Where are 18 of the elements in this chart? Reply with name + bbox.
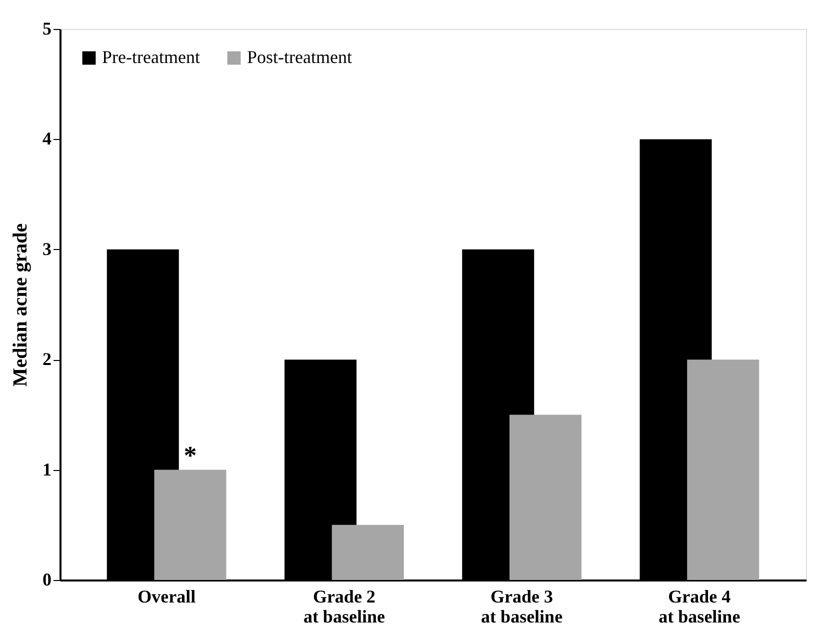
x-tick-label: Grade 3 at baseline — [481, 586, 563, 626]
x-tick-label: Grade 4 at baseline — [658, 586, 740, 626]
x-tick-label: Grade 2 at baseline — [303, 586, 385, 626]
bar — [332, 524, 404, 580]
bar — [687, 360, 760, 580]
y-tick-label: 0 — [42, 570, 52, 590]
y-tick-label: 3 — [42, 238, 52, 259]
legend-label: Post-treatment — [247, 47, 352, 67]
legend-label: Pre-treatment — [102, 47, 200, 67]
annotation: * — [184, 440, 197, 470]
y-axis-title: Median acne grade — [10, 223, 32, 387]
x-tick-label: Overall — [138, 586, 196, 606]
bar — [154, 470, 226, 580]
bar — [509, 414, 582, 580]
y-tick-label: 2 — [42, 349, 52, 370]
y-tick-label: 4 — [42, 128, 52, 149]
y-tick-label: 5 — [42, 18, 52, 38]
y-tick-label: 1 — [42, 459, 52, 480]
